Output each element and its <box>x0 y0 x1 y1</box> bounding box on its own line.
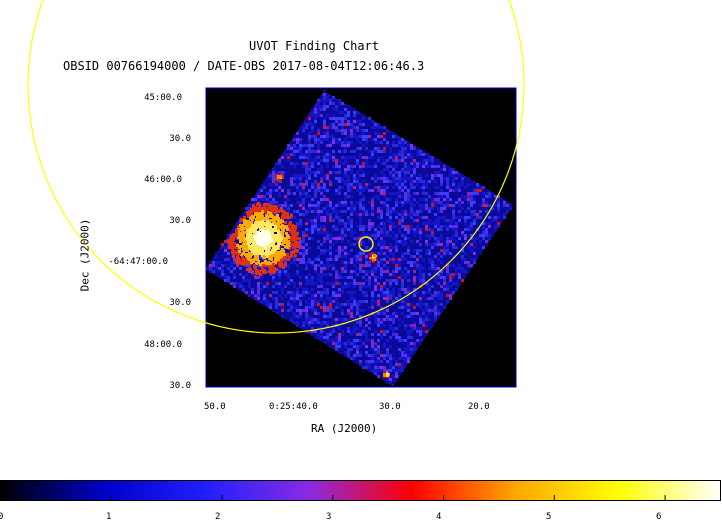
y-tick-label: 30.0 <box>169 216 191 226</box>
y-tick-label: 30.0 <box>169 381 191 391</box>
y-tick-label: 45:00.0 <box>144 93 182 103</box>
x-tick-label: 20.0 <box>468 402 490 412</box>
y-tick-label: -64:47:00.0 <box>108 257 168 267</box>
x-tick-label: 30.0 <box>379 402 401 412</box>
colorbar-gradient <box>1 481 721 501</box>
y-tick-label: 30.0 <box>169 134 191 144</box>
y-axis-label: Dec (J2000) <box>79 219 92 292</box>
x-tick-label: 50.0 <box>204 402 226 412</box>
y-tick-label: 30.0 <box>169 298 191 308</box>
colorbar <box>0 480 722 501</box>
x-axis-label: RA (J2000) <box>311 422 377 435</box>
y-tick-label: 48:00.0 <box>144 340 182 350</box>
y-tick-label: 46:00.0 <box>144 175 182 185</box>
x-tick-label: 0:25:40.0 <box>269 402 318 412</box>
